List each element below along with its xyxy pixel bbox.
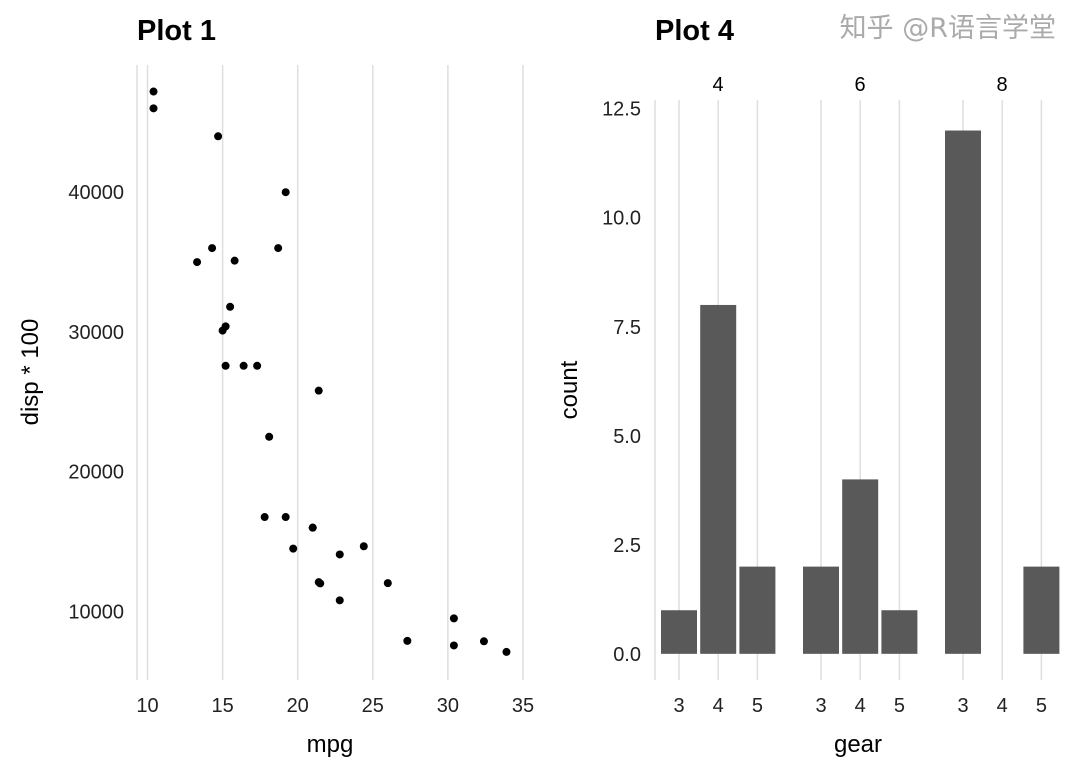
plot1-point <box>253 361 262 370</box>
plot1-point <box>260 513 269 522</box>
plot1-point <box>193 258 202 267</box>
plot1-point <box>221 361 230 370</box>
plot4-facet-label: 8 <box>996 74 1007 96</box>
plot4-y-tick-label: 2.5 <box>613 535 641 557</box>
plot1-point <box>230 256 239 265</box>
plot4-y-tick-label: 5.0 <box>613 426 641 448</box>
plot1-x-tick-label: 30 <box>437 695 459 717</box>
plot1-point <box>449 641 458 650</box>
plot1-point <box>335 596 344 605</box>
plot4-x-tick-label: 3 <box>673 695 684 717</box>
plot1-point <box>214 132 223 141</box>
plot1-point <box>218 326 227 335</box>
plot4-facet-label: 6 <box>854 74 865 96</box>
plot1-x-tick-label: 20 <box>287 695 309 717</box>
plot1-x-tick-label: 10 <box>136 695 158 717</box>
plot1-y-tick-label: 20000 <box>68 462 124 484</box>
plot4-x-tick-label: 3 <box>957 695 968 717</box>
plot1-point <box>289 544 298 553</box>
plot4-y-label: count <box>556 360 583 419</box>
plot4-bar <box>661 610 697 654</box>
plot4-x-tick-label: 3 <box>815 695 826 717</box>
plot4-x-tick-label: 4 <box>855 695 866 717</box>
plot1-point <box>308 523 317 532</box>
plot1-point <box>335 550 344 559</box>
plot1-point <box>281 513 290 522</box>
plot4-bar <box>1023 566 1060 654</box>
plot4-bar <box>700 304 737 654</box>
plot4-x-label: gear <box>834 731 882 758</box>
watermark: 知乎 @R语言学堂 <box>839 13 1056 44</box>
plot4-title: Plot 4 <box>655 15 734 47</box>
plot1-point <box>314 386 323 395</box>
plot4-x-tick-label: 5 <box>894 695 905 717</box>
plot4-x-tick-label: 4 <box>997 695 1008 717</box>
plot1-x-label: mpg <box>307 731 354 758</box>
plot4-y-tick-label: 0.0 <box>613 644 641 666</box>
plot1-x-tick-label: 35 <box>512 695 534 717</box>
plot1-point <box>479 637 488 646</box>
plot4-y-tick-label: 12.5 <box>602 99 641 121</box>
plot1-point <box>239 361 248 370</box>
plot4-bar <box>803 566 839 654</box>
plot1-point <box>403 636 412 645</box>
plot1-point <box>149 87 158 96</box>
plot1-y-label: disp * 100 <box>17 319 44 426</box>
plot1-title: Plot 1 <box>137 15 216 47</box>
plot4-bar <box>881 610 918 654</box>
plot4-bar <box>945 130 981 654</box>
plot4-x-tick-label: 5 <box>1036 695 1047 717</box>
plot1-point <box>449 614 458 623</box>
plot4-facet-label: 4 <box>712 74 723 96</box>
plot1-y-tick-label: 30000 <box>68 322 124 344</box>
plot1-point <box>383 579 392 588</box>
plot4-y-tick-label: 10.0 <box>602 208 641 230</box>
plot1-x-tick-label: 15 <box>211 695 233 717</box>
plot1-point <box>359 542 368 551</box>
plot4-y-tick-label: 7.5 <box>613 317 641 339</box>
plot1-point <box>265 432 274 441</box>
plot1-point <box>281 188 290 197</box>
plot1-point <box>502 647 511 656</box>
plot1-y-tick-label: 40000 <box>68 182 124 204</box>
plot1-point <box>274 244 283 253</box>
plot1-point <box>208 244 217 253</box>
plot1-x-tick-label: 25 <box>362 695 384 717</box>
plot1-point <box>314 578 323 587</box>
plot4-x-tick-label: 5 <box>752 695 763 717</box>
plot1-point <box>149 104 158 113</box>
plot4-bar <box>739 566 776 654</box>
plot4-bar <box>842 479 879 654</box>
plot1-y-tick-label: 10000 <box>68 602 124 624</box>
plot4-x-tick-label: 4 <box>713 695 724 717</box>
plot1-point <box>226 302 235 311</box>
